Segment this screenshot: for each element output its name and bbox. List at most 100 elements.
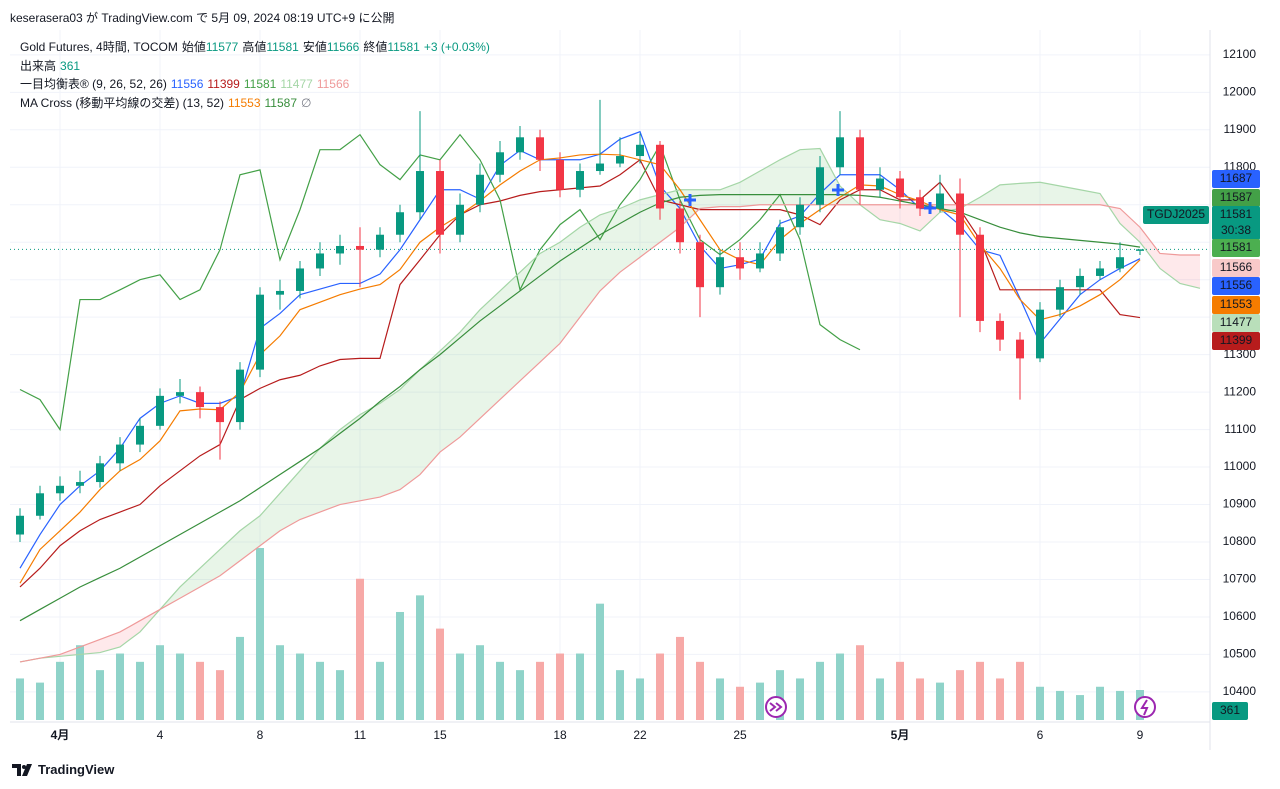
volume-bar (336, 670, 344, 720)
price-tag-value: 11556 (1220, 278, 1253, 292)
candle-body (116, 444, 124, 464)
candle-body (476, 174, 484, 205)
indicator-line (19, 147, 1201, 663)
cloud-segment (560, 227, 580, 344)
price-tag (1212, 189, 1260, 207)
y-tick-label: 12000 (1223, 85, 1257, 99)
cloud-segment (1160, 253, 1180, 284)
grid (10, 30, 1210, 720)
candle-body (376, 234, 384, 250)
y-tick-label: 10700 (1223, 572, 1257, 586)
volume-bar (996, 678, 1004, 720)
candle-body (1136, 249, 1144, 251)
ohlc-label: 高値 (242, 40, 267, 54)
footer: TradingView (12, 762, 114, 777)
volume-bar (816, 661, 824, 720)
cloud-segment (800, 148, 820, 205)
price-tag (1212, 314, 1260, 332)
candle-body (516, 137, 524, 153)
volume-bar (936, 682, 944, 720)
candle-body (96, 463, 104, 483)
candle-body (916, 197, 924, 209)
legend: Gold Futures, 4時間, TOCOM 始値11577 高値11581 安値… (20, 38, 494, 112)
candle-body (276, 290, 284, 295)
candle-body (1076, 275, 1084, 288)
candle-body (636, 144, 644, 157)
volume-bar (616, 670, 624, 720)
signal-cross (924, 202, 936, 214)
volume (16, 548, 1144, 720)
x-tick-label: 18 (553, 728, 567, 742)
price-tag (1212, 239, 1260, 257)
candle-body (936, 193, 944, 209)
volume-bar (1076, 695, 1084, 720)
candle-body (836, 137, 844, 168)
volume-bar (476, 645, 484, 720)
candle-body (336, 245, 344, 254)
indicator-value: 11566 (316, 77, 350, 91)
volume-bar (776, 670, 784, 720)
volume-bar (236, 636, 244, 720)
price-tag-value: 11566 (1220, 260, 1253, 274)
candle-body (596, 163, 604, 172)
candle-body (896, 178, 904, 198)
cloud-segment (700, 189, 720, 209)
price-tag-value: 11687 (1220, 171, 1253, 185)
candle-body (16, 515, 24, 535)
x-tick-label: 9 (1137, 728, 1144, 742)
volume-bar (836, 653, 844, 720)
candle-body (676, 208, 684, 243)
volume-bar (1096, 686, 1104, 720)
volume-name: 出来高 (20, 58, 57, 73)
price-tag (1212, 277, 1260, 295)
ohlc-value: 11577 (205, 40, 239, 54)
symbol-title: Gold Futures, 4時間, TOCOM (20, 40, 178, 54)
y-tick-label: 11200 (1224, 384, 1257, 398)
volume-bar (696, 661, 704, 720)
candle-body (56, 485, 64, 494)
indicator-line (19, 204, 1200, 663)
volume-bar (276, 645, 284, 720)
volume-bar (756, 682, 764, 720)
candle-body (1056, 287, 1064, 310)
price-tag-value: 11587 (1220, 190, 1253, 204)
indicator-name: 一目均衡表® (9, 26, 52, 26) (20, 77, 167, 91)
candle-body (256, 294, 264, 370)
candle-body (996, 320, 1004, 340)
indicator-line (19, 158, 1141, 588)
indicator-line (19, 194, 1141, 622)
candle-body (696, 242, 704, 288)
candle-body (756, 253, 764, 269)
ohlc-value: 11581 (387, 40, 420, 54)
volume-bar (676, 636, 684, 720)
event-icon-glyph (1140, 699, 1149, 716)
candle-body (816, 167, 824, 205)
candle-body (556, 159, 564, 190)
volume-bar (416, 595, 424, 720)
volume-bar (316, 661, 324, 720)
volume-bar (1116, 690, 1124, 720)
volume-bar (1036, 686, 1044, 720)
candle-body (496, 152, 504, 175)
cloud-segment (900, 204, 920, 231)
volume-bar (436, 628, 444, 720)
volume-bar (556, 653, 564, 720)
cloud-segment (1080, 189, 1100, 205)
logo (12, 763, 32, 776)
cloud-segment (1060, 186, 1080, 205)
cloud-segment (200, 549, 220, 587)
ohlc-label: 安値 (302, 40, 327, 54)
legend-main: Gold Futures, 4時間, TOCOM 始値11577 高値11581 安値… (20, 38, 494, 57)
cloud-segment (320, 429, 340, 513)
x-tick-label: 15 (433, 728, 447, 742)
cloud-segment (340, 414, 360, 505)
volume-bar (176, 653, 184, 720)
candle-body (296, 268, 304, 291)
event-icon-glyph (769, 702, 783, 712)
y-tick-label: 10900 (1223, 497, 1257, 511)
indicator-status: ∅ (301, 95, 312, 110)
x-tick-label: 8 (257, 728, 264, 742)
candle-body (356, 245, 364, 250)
legend-volume: 出来高 361 (20, 57, 494, 76)
